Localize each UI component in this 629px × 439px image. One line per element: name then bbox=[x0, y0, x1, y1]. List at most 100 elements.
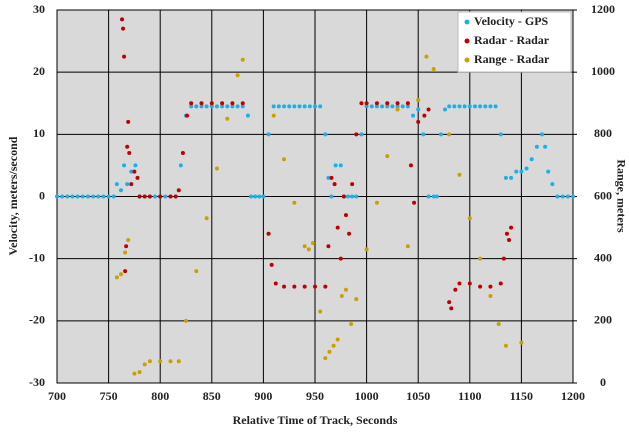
data-point bbox=[426, 194, 431, 199]
data-point bbox=[509, 175, 514, 180]
data-point bbox=[209, 104, 214, 109]
data-point bbox=[292, 104, 297, 109]
data-point bbox=[483, 104, 488, 109]
data-point bbox=[204, 104, 209, 109]
data-point bbox=[230, 101, 235, 106]
data-point bbox=[302, 244, 307, 249]
data-point bbox=[555, 194, 560, 199]
data-point bbox=[313, 284, 317, 289]
data-point bbox=[390, 104, 395, 109]
y2-tick-label: 1200 bbox=[591, 2, 615, 16]
data-point bbox=[240, 101, 245, 106]
data-point bbox=[380, 104, 385, 109]
data-point bbox=[457, 104, 462, 109]
data-point bbox=[273, 281, 278, 286]
data-point bbox=[168, 194, 173, 199]
y-tick-label: 10 bbox=[33, 126, 45, 140]
data-point bbox=[421, 132, 426, 137]
data-point bbox=[333, 163, 338, 168]
data-point bbox=[335, 225, 340, 230]
data-point bbox=[347, 231, 352, 236]
data-point bbox=[331, 343, 336, 348]
y-tick-label: -30 bbox=[29, 375, 45, 389]
data-point bbox=[75, 194, 80, 199]
data-point bbox=[546, 169, 551, 174]
data-point bbox=[385, 104, 390, 109]
data-point bbox=[498, 132, 503, 137]
data-point bbox=[125, 182, 130, 187]
data-point bbox=[124, 244, 129, 249]
data-point bbox=[467, 104, 472, 109]
legend-marker bbox=[464, 19, 470, 25]
data-point bbox=[338, 163, 343, 168]
data-point bbox=[120, 17, 125, 22]
data-point bbox=[478, 104, 483, 109]
data-point bbox=[91, 194, 96, 199]
x-tick-label: 1200 bbox=[561, 389, 585, 403]
data-point bbox=[424, 54, 429, 59]
data-point bbox=[204, 216, 209, 221]
data-point bbox=[349, 321, 354, 326]
data-point bbox=[405, 244, 410, 249]
data-point bbox=[266, 132, 271, 137]
data-point bbox=[496, 321, 501, 326]
data-point bbox=[297, 104, 302, 109]
data-point bbox=[374, 101, 379, 106]
data-point bbox=[434, 194, 439, 199]
y2-tick-label: 400 bbox=[594, 250, 612, 264]
data-point bbox=[447, 104, 452, 109]
data-point bbox=[493, 104, 498, 109]
data-point bbox=[225, 116, 230, 121]
data-point bbox=[550, 182, 555, 187]
data-point bbox=[230, 104, 235, 109]
data-point bbox=[55, 194, 59, 199]
data-point bbox=[214, 166, 219, 171]
data-point bbox=[184, 318, 188, 323]
data-point bbox=[282, 104, 287, 109]
data-point bbox=[431, 194, 436, 199]
data-point bbox=[271, 104, 276, 109]
x-axis-label: Relative Time of Track, Seconds bbox=[233, 413, 398, 427]
data-point bbox=[326, 244, 331, 249]
data-point bbox=[343, 287, 348, 292]
data-point bbox=[364, 104, 369, 109]
data-point bbox=[326, 175, 331, 180]
data-point bbox=[472, 104, 477, 109]
data-point bbox=[543, 144, 548, 149]
data-point bbox=[323, 284, 328, 289]
data-point bbox=[467, 216, 472, 221]
x-tick-label: 1150 bbox=[510, 389, 533, 403]
data-point bbox=[96, 194, 101, 199]
data-point bbox=[514, 169, 519, 174]
data-point bbox=[123, 269, 128, 274]
data-point bbox=[118, 272, 123, 277]
data-point bbox=[137, 370, 142, 375]
data-point bbox=[478, 284, 483, 289]
data-point bbox=[199, 101, 204, 106]
data-point bbox=[302, 104, 307, 109]
data-point bbox=[132, 371, 137, 376]
data-point bbox=[65, 194, 70, 199]
data-point bbox=[462, 104, 467, 109]
data-point bbox=[346, 194, 351, 199]
data-point bbox=[395, 101, 400, 106]
data-point bbox=[173, 194, 178, 199]
data-point bbox=[147, 194, 152, 199]
data-point bbox=[478, 256, 483, 261]
data-point bbox=[457, 281, 462, 286]
data-point bbox=[163, 194, 168, 199]
data-point bbox=[253, 194, 258, 199]
data-point bbox=[122, 163, 127, 168]
data-point bbox=[426, 107, 431, 112]
data-point bbox=[447, 132, 452, 137]
data-point bbox=[240, 57, 245, 62]
data-point bbox=[359, 101, 364, 106]
x-tick-label: 950 bbox=[306, 389, 324, 403]
data-point bbox=[507, 238, 512, 243]
data-point bbox=[395, 104, 400, 109]
data-point bbox=[176, 359, 181, 364]
x-tick-label: 850 bbox=[203, 389, 221, 403]
data-point bbox=[488, 293, 493, 298]
data-point bbox=[412, 200, 417, 205]
data-point bbox=[257, 194, 262, 199]
